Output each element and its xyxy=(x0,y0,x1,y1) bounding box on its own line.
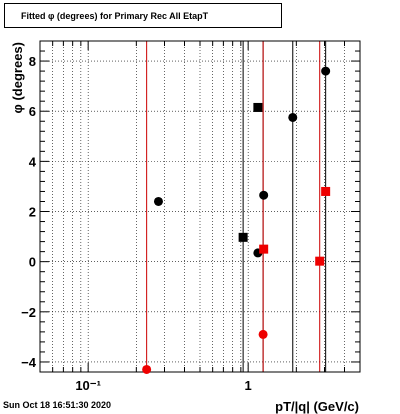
y-tick-label: 8 xyxy=(29,54,36,69)
y-axis-label: φ (degrees) xyxy=(10,42,25,113)
circle-point xyxy=(259,190,269,200)
ticks: 10⁻¹ 1 −4 −2 0 2 4 6 8 xyxy=(21,40,361,393)
circle-point xyxy=(321,66,331,76)
square-point xyxy=(315,256,325,266)
x-tick-label: 1 xyxy=(245,378,252,393)
chart-title: Fitted φ (degrees) for Primary Rec All E… xyxy=(21,11,209,21)
x-tick-label: 10⁻¹ xyxy=(75,378,101,393)
circle-point xyxy=(288,112,298,122)
circle-point xyxy=(153,196,163,206)
y-tick-label: 2 xyxy=(29,205,36,220)
y-tick-label: 6 xyxy=(29,104,36,119)
y-tick-label: −4 xyxy=(21,355,37,370)
y-tick-label: 0 xyxy=(29,255,36,270)
timestamp: Sun Oct 18 16:51:30 2020 xyxy=(3,400,112,410)
square-point xyxy=(238,232,248,242)
data-points xyxy=(142,66,331,374)
vertical-lines xyxy=(146,41,327,372)
chart-title-box: Fitted φ (degrees) for Primary Rec All E… xyxy=(4,3,282,28)
square-point xyxy=(253,102,263,112)
circle-point xyxy=(258,329,268,339)
square-point xyxy=(321,186,331,196)
grid xyxy=(40,41,360,372)
y-tick-label: −2 xyxy=(21,305,36,320)
circle-point xyxy=(142,364,152,374)
square-point xyxy=(259,244,269,254)
y-tick-label: 4 xyxy=(29,154,37,169)
x-axis-label: pT/|q| (GeV/c) xyxy=(275,399,359,414)
